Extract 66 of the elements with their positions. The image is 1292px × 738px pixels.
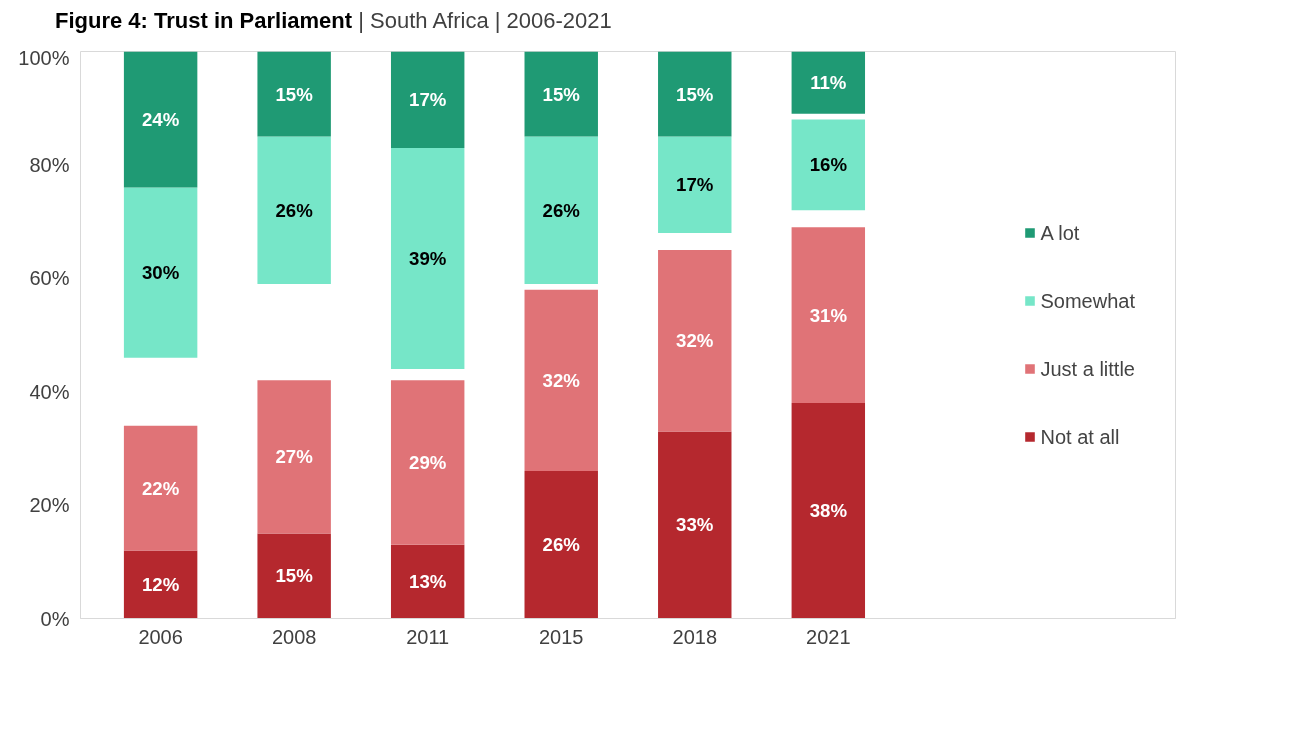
data-label: 32%	[542, 369, 581, 391]
data-label: 12%	[141, 573, 180, 595]
x-tick-label: 2008	[271, 625, 317, 648]
x-tick-label: 2011	[406, 625, 450, 648]
data-label: 15%	[676, 83, 714, 105]
data-label: 16%	[809, 154, 848, 176]
bar	[658, 136, 732, 233]
data-label: 17%	[676, 174, 714, 196]
data-label: 30%	[141, 262, 180, 284]
x-tick-label: 2018	[672, 625, 718, 648]
bar	[791, 119, 866, 211]
bar	[524, 289, 598, 472]
bar	[123, 550, 198, 619]
data-label: 27%	[275, 446, 314, 468]
y-tick-label: 40%	[29, 380, 70, 403]
bar	[791, 227, 866, 404]
bar	[791, 403, 866, 619]
x-tick-label: 2015	[538, 625, 584, 648]
bar	[524, 136, 598, 284]
bar	[257, 51, 331, 137]
bar	[390, 51, 465, 148]
y-tick-label: 0%	[40, 607, 70, 630]
data-label: 22%	[141, 477, 180, 499]
legend-label: Just a little	[1040, 357, 1135, 380]
bar	[791, 51, 866, 114]
bar	[123, 425, 198, 551]
bar	[658, 249, 732, 432]
bar	[390, 147, 465, 370]
bar	[257, 380, 331, 534]
bar	[524, 471, 598, 619]
data-label: 38%	[809, 500, 848, 522]
bar	[257, 533, 331, 619]
data-label: 15%	[275, 565, 314, 587]
data-label: 26%	[542, 534, 581, 556]
data-label: 31%	[809, 304, 848, 326]
data-label: 32%	[676, 330, 714, 352]
data-label: 26%	[275, 199, 314, 221]
y-tick-label: 20%	[29, 494, 70, 517]
chart-subtitle: | South Africa | 2006-2021	[358, 8, 612, 33]
bar	[257, 136, 331, 284]
bar	[390, 544, 465, 619]
y-tick-label: 80%	[29, 153, 70, 176]
bar	[123, 51, 198, 188]
data-label: 24%	[141, 109, 180, 131]
data-label: 17%	[409, 89, 447, 111]
x-tick-label: 2006	[138, 625, 183, 648]
data-label: 33%	[676, 514, 714, 536]
data-label: 39%	[409, 247, 447, 269]
y-tick-label: 60%	[29, 267, 70, 290]
data-label: 15%	[275, 83, 314, 105]
y-tick-label: 100%	[18, 46, 70, 69]
bar	[123, 187, 198, 358]
chart-title: Figure 4: Trust in Parliament	[55, 8, 353, 33]
bar	[658, 51, 732, 137]
data-label: 13%	[409, 571, 447, 593]
data-label: 11%	[810, 72, 847, 94]
bar	[524, 51, 598, 137]
data-label: 15%	[542, 83, 581, 105]
data-label: 29%	[409, 452, 447, 474]
legend-label: Not at all	[1040, 425, 1120, 448]
bar	[390, 380, 465, 545]
legend-label: A lot	[1040, 221, 1080, 244]
data-label: 26%	[542, 199, 581, 221]
x-tick-label: 2021	[806, 625, 851, 648]
bar	[658, 431, 732, 619]
legend-label: Somewhat	[1040, 289, 1135, 312]
